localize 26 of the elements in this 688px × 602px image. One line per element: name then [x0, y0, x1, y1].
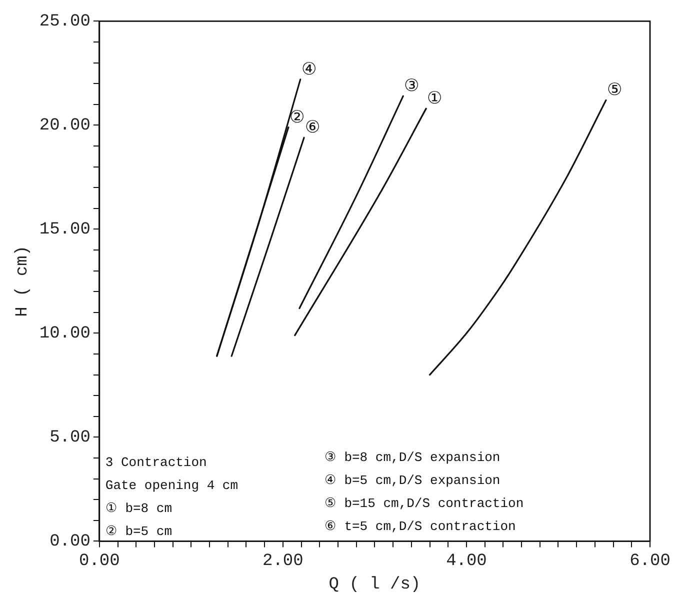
annotation: ① b=8 cm — [105, 501, 172, 516]
annotation: ④ b=5 cm,D/S expansion — [324, 473, 500, 488]
y-tick-label: 15.00 — [39, 220, 90, 240]
annotation: ⑥ — [305, 120, 320, 139]
x-tick-label: 2.00 — [262, 552, 304, 571]
x-tick-label: 0.00 — [79, 552, 120, 571]
y-tick-label: 0.00 — [50, 532, 90, 552]
annotation: ③ — [404, 78, 420, 98]
annotation: Gate opening 4 cm — [105, 478, 238, 494]
annotation: 3 Contraction — [105, 455, 207, 470]
annotation: ② b=5 cm — [105, 524, 172, 540]
y-axis-title: H ( cm) — [14, 245, 33, 317]
x-axis-title: Q ( l /s) — [328, 575, 421, 594]
y-tick-label: 25.00 — [39, 12, 90, 32]
y-tick-label: 20.00 — [39, 116, 90, 136]
annotation: ③ b=8 cm,D/S expansion — [324, 450, 500, 466]
x-tick-label: 4.00 — [446, 552, 487, 571]
annotation: ① — [427, 90, 442, 110]
y-tick-label: 10.00 — [39, 324, 90, 344]
annotation: ⑥ t=5 cm,D/S contraction — [324, 519, 516, 534]
annotation: ② — [289, 109, 304, 128]
x-tick-label: 6.00 — [630, 552, 670, 571]
annotation: ⑤ — [606, 82, 622, 102]
y-tick-label: 5.00 — [50, 428, 90, 448]
annotation: ④ — [301, 61, 316, 80]
annotation: ⑤ b=15 cm,D/S contraction — [324, 496, 524, 512]
